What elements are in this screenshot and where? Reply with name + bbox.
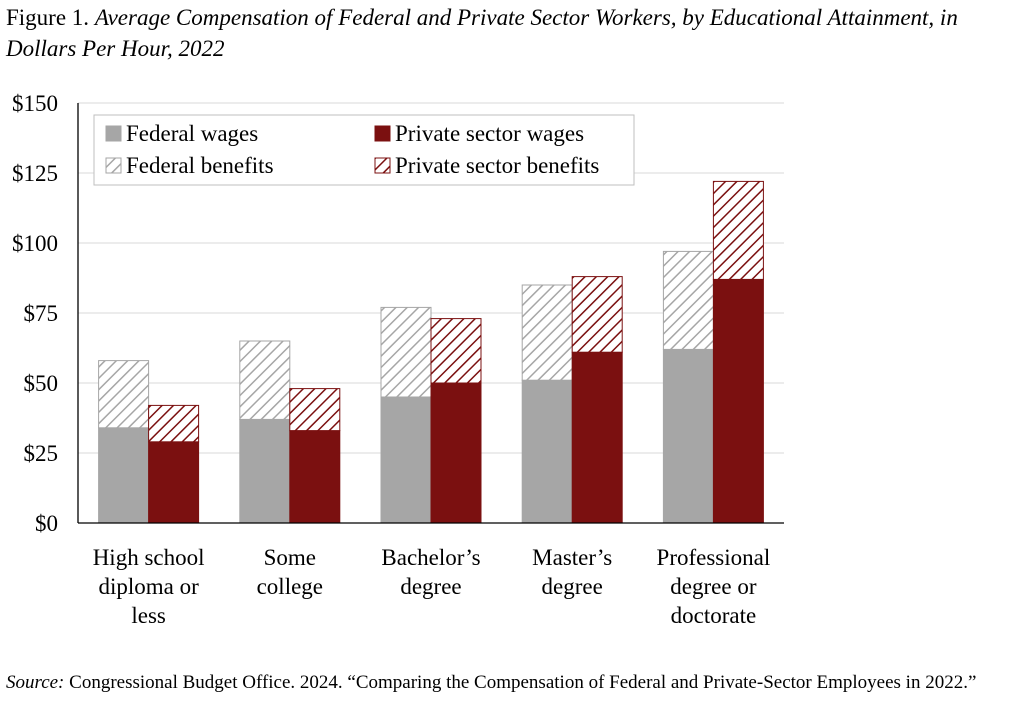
x-tick-label: degree <box>542 574 603 599</box>
legend-swatch <box>105 157 122 174</box>
bar-private-benefits <box>571 276 623 353</box>
bar-private-benefits <box>289 388 341 432</box>
bar-private-wages <box>571 351 623 524</box>
bar-federal-benefits <box>521 284 573 381</box>
bar-federal-wages <box>380 396 432 524</box>
figure-title-text: Average Compensation of Federal and Priv… <box>6 5 958 61</box>
x-tick-label: college <box>257 574 323 599</box>
bar-federal-benefits <box>662 250 714 350</box>
bar-private-benefits <box>430 318 482 384</box>
source-note: Source: Congressional Budget Office. 202… <box>6 670 1006 695</box>
source-label: Source: <box>6 672 65 693</box>
legend: Federal wages Private sector wages Federal… <box>93 114 635 186</box>
legend-swatch <box>374 157 391 174</box>
y-tick-label: $150 <box>12 91 58 116</box>
x-tick-label: degree or <box>670 574 757 599</box>
bar-federal-wages <box>662 348 714 524</box>
bar-private-wages <box>289 430 341 524</box>
bar-federal-benefits <box>380 306 432 398</box>
bar-federal-wages <box>98 427 150 524</box>
legend-label: Federal benefits <box>126 153 274 178</box>
y-tick-label: $75 <box>24 301 59 326</box>
bar-private-wages <box>430 382 482 524</box>
stacked-bar-chart: $0 $25 $50 $75 $100 $125 $150 High school diplo… <box>12 91 784 628</box>
legend-label: Federal wages <box>126 121 258 146</box>
bar-private-wages <box>148 441 200 524</box>
legend-label: Private sector wages <box>395 121 584 146</box>
x-tick-label: diploma or <box>98 574 199 599</box>
x-tick-label: Bachelor’s <box>381 545 480 570</box>
y-tick-label: $100 <box>12 231 58 256</box>
bar-private-wages <box>712 278 764 524</box>
figure-title: Figure 1. Average Compensation of Federa… <box>6 2 1006 64</box>
x-tick-label: doctorate <box>671 603 757 628</box>
bar-private-benefits <box>712 180 764 280</box>
x-tick-label: Master’s <box>532 545 612 570</box>
x-tick-label: Professional <box>657 545 771 570</box>
bar-federal-wages <box>239 418 291 524</box>
legend-swatch <box>105 125 122 142</box>
bar-federal-benefits <box>239 340 291 420</box>
bar-federal-benefits <box>98 360 150 429</box>
x-tick-label: degree <box>400 574 461 599</box>
legend-label: Private sector benefits <box>395 153 599 178</box>
legend-swatch <box>374 125 391 142</box>
figure-label: Figure 1. <box>6 5 90 30</box>
source-text: Congressional Budget Office. 2024. “Comp… <box>69 672 977 693</box>
y-tick-label: $25 <box>24 441 59 466</box>
bar-federal-wages <box>521 379 573 524</box>
x-tick-label: High school <box>93 545 205 570</box>
bar-private-benefits <box>148 404 200 443</box>
y-tick-label: $0 <box>35 511 58 536</box>
bars <box>98 180 764 524</box>
legend-box <box>93 114 635 186</box>
x-tick-label: Some <box>264 545 316 570</box>
y-tick-label: $125 <box>12 161 58 186</box>
y-axis: $0 $25 $50 $75 $100 $125 $150 <box>12 91 784 536</box>
y-tick-label: $50 <box>24 371 59 396</box>
x-axis: High school diploma or less Some college Bach… <box>93 545 771 628</box>
x-tick-label: less <box>131 603 166 628</box>
